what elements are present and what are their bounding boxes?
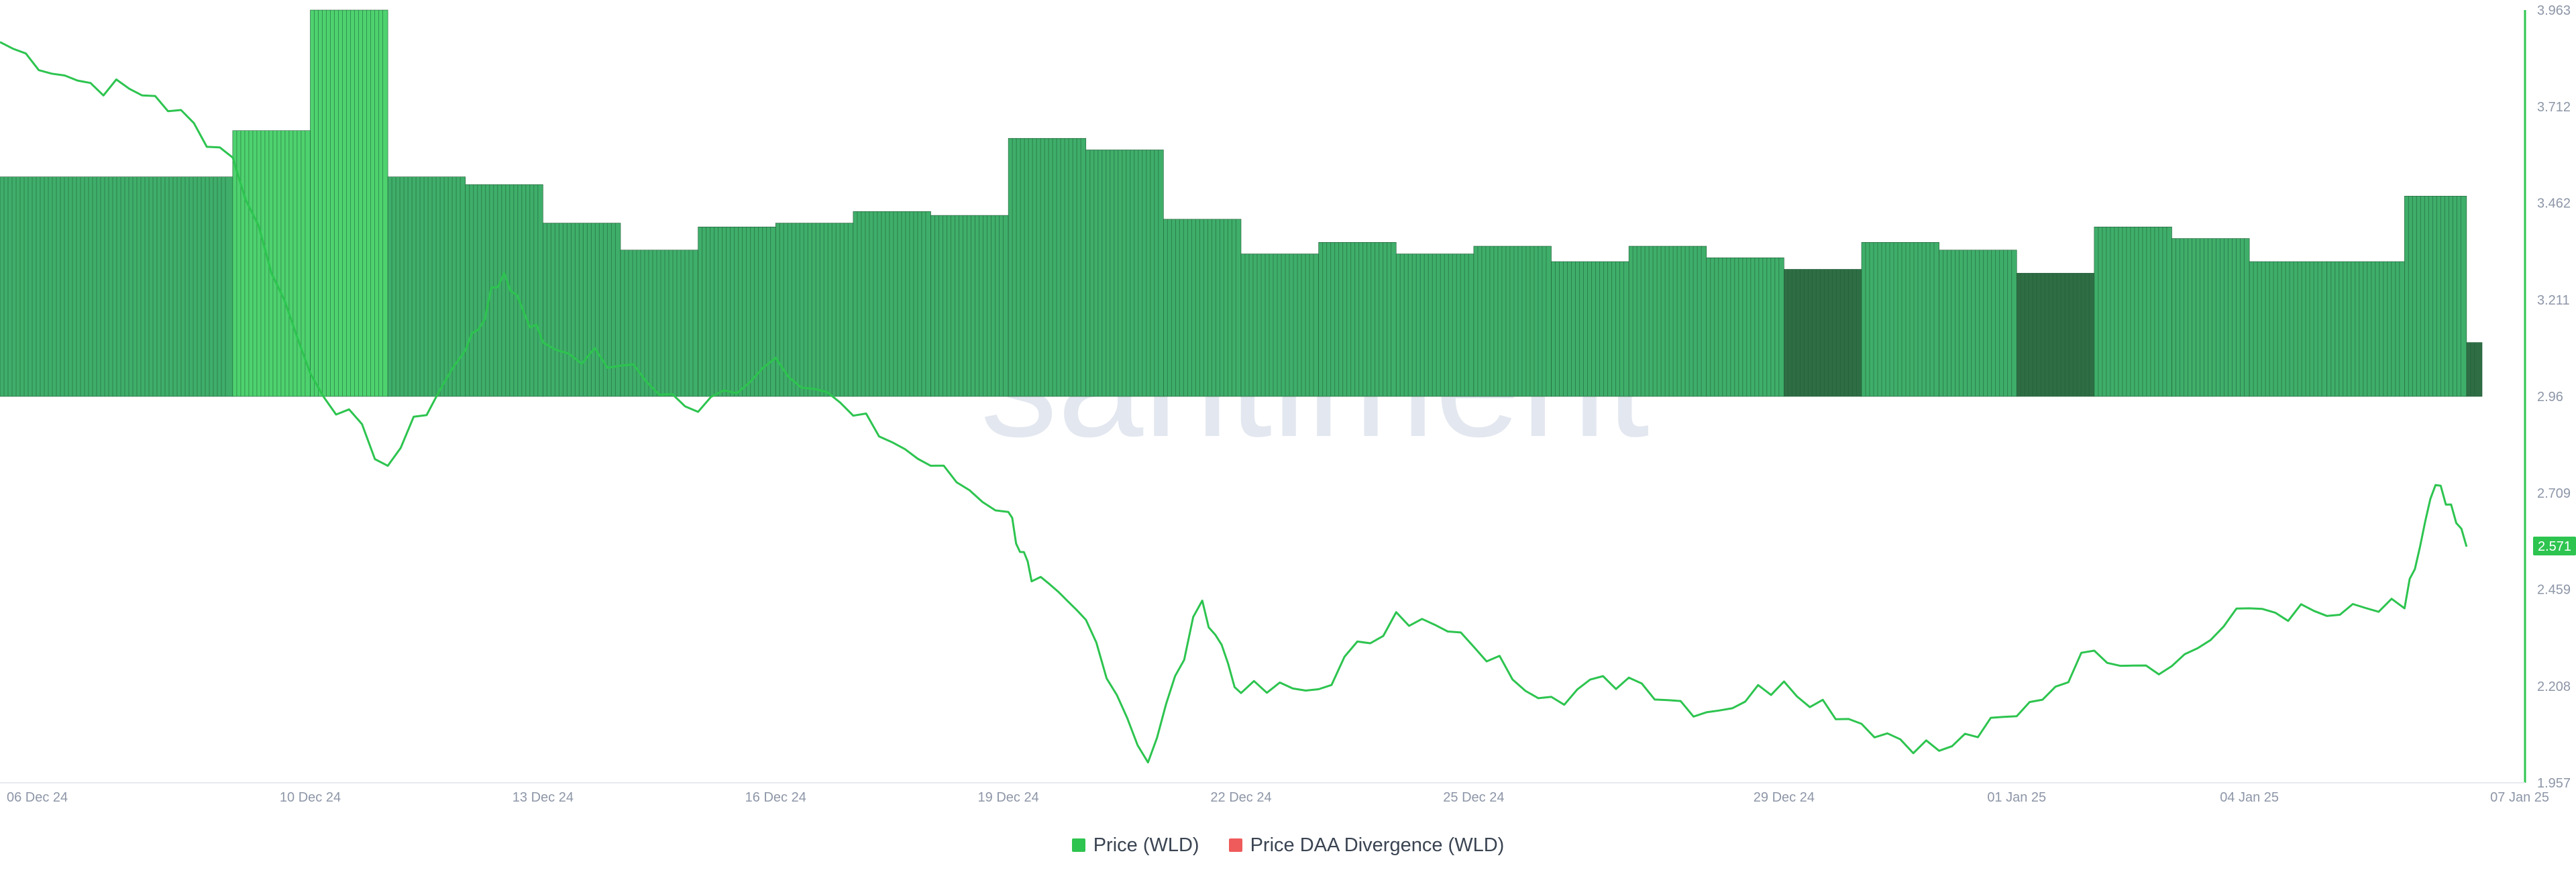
divergence-bars — [0, 9, 2483, 397]
divergence-bar — [2326, 261, 2405, 397]
divergence-bar — [620, 250, 698, 397]
x-tick-label: 01 Jan 25 — [1987, 790, 2046, 805]
divergence-bar — [1706, 257, 1784, 397]
x-tick-label: 16 Dec 24 — [745, 790, 806, 805]
divergence-bar — [698, 227, 776, 397]
divergence-bar — [1395, 254, 1474, 397]
divergence-bar — [465, 184, 543, 397]
x-tick-label: 13 Dec 24 — [513, 790, 574, 805]
divergence-bar — [1473, 246, 1552, 397]
divergence-bar — [1163, 219, 1242, 397]
current-price-marker: 2.571 — [2533, 537, 2576, 555]
y-tick-label: 3.963 — [2537, 3, 2571, 18]
price-line-group — [0, 41, 2468, 764]
divergence-bar — [2249, 261, 2328, 397]
x-tick-label: 10 Dec 24 — [280, 790, 341, 805]
divergence-bar — [1939, 250, 2017, 397]
legend-label-divergence: Price DAA Divergence (WLD) — [1250, 834, 1505, 856]
divergence-bar — [1240, 254, 1319, 397]
divergence-bar — [1861, 241, 1939, 397]
divergence-bar — [543, 223, 621, 397]
x-tick-label: 06 Dec 24 — [7, 790, 68, 805]
divergence-bar — [1784, 269, 1862, 397]
price-line — [0, 41, 2468, 764]
divergence-bar — [853, 211, 931, 397]
x-tick-label: 07 Jan 25 — [2490, 790, 2549, 805]
divergence-bar — [310, 9, 388, 397]
y-tick-label: 3.211 — [2537, 293, 2570, 308]
x-tick-label: 19 Dec 24 — [978, 790, 1039, 805]
y-tick-label: 2.96 — [2537, 390, 2563, 404]
divergence-bar — [1628, 246, 1707, 397]
divergence-bar — [930, 215, 1009, 397]
legend-item-divergence[interactable]: Price DAA Divergence (WLD) — [1228, 834, 1505, 857]
divergence-bar — [2016, 272, 2095, 397]
divergence-bar — [775, 223, 854, 397]
y-tick-label: 3.712 — [2537, 100, 2571, 115]
legend: Price (WLD) Price DAA Divergence (WLD) — [0, 832, 2576, 859]
x-tick-label: 04 Jan 25 — [2220, 790, 2279, 805]
y-tick-label: 2.709 — [2537, 486, 2571, 501]
y-tick-label: 2.459 — [2537, 583, 2571, 598]
x-axis-ticks: 06 Dec 24 10 Dec 24 13 Dec 24 16 Dec 24 19 D… — [7, 790, 2549, 805]
x-tick-label: 22 Dec 24 — [1210, 790, 1271, 805]
divergence-bar — [0, 176, 233, 397]
y-tick-label: 1.957 — [2537, 776, 2571, 791]
divergence-bar — [387, 176, 466, 397]
x-tick-label: 25 Dec 24 — [1443, 790, 1504, 805]
divergence-bar — [232, 130, 311, 397]
divergence-bar — [1008, 138, 1087, 397]
divergence-bar — [1318, 241, 1397, 397]
divergence-bar — [1551, 261, 1629, 397]
y-tick-label: 2.208 — [2537, 679, 2571, 694]
y-tick-label: 3.462 — [2537, 197, 2571, 211]
divergence-bar — [2404, 196, 2467, 397]
legend-item-price[interactable]: Price (WLD) — [1071, 834, 1199, 857]
legend-label-price: Price (WLD) — [1093, 834, 1199, 856]
price-swatch-icon — [1071, 838, 1085, 852]
current-price-label: 2.571 — [2538, 539, 2571, 554]
divergence-swatch-icon — [1228, 838, 1242, 852]
divergence-bar — [1085, 150, 1164, 397]
x-tick-label: 29 Dec 24 — [1754, 790, 1815, 805]
divergence-bar — [2171, 238, 2250, 397]
y-axis-ticks: 3.963 3.712 3.462 3.211 2.96 2.709 2.459 2.208 1… — [2537, 3, 2571, 791]
divergence-bar — [2094, 227, 2172, 397]
